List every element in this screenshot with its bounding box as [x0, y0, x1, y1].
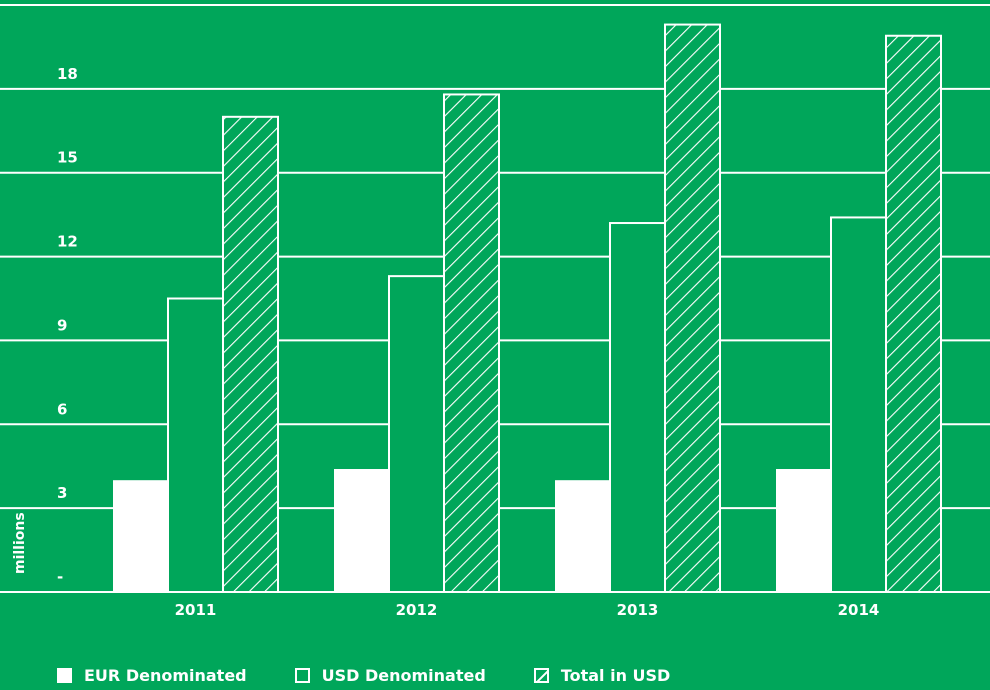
y-tick-label: 6: [57, 400, 67, 418]
usd-bar: [167, 297, 224, 593]
total-bar: [222, 115, 279, 594]
x-tick-label: 2014: [838, 601, 880, 619]
y-tick-label: 18: [57, 65, 78, 83]
legend-swatch-solid: [57, 668, 72, 683]
y-tick-label: 9: [57, 316, 67, 334]
legend: EUR Denominated USD Denominated Total in…: [57, 666, 718, 685]
legend-label-usd: USD Denominated: [321, 666, 486, 685]
x-tick-label: 2013: [617, 601, 659, 619]
legend-item-eur: EUR Denominated: [57, 666, 247, 685]
y-tick-label: 3: [57, 484, 67, 502]
total-bar: [443, 93, 500, 593]
usd-bar: [609, 222, 666, 593]
eur-bar: [555, 480, 610, 592]
legend-item-total: Total in USD: [533, 666, 671, 685]
x-tick-label: 2012: [396, 601, 438, 619]
eur-bar: [334, 469, 389, 592]
eur-bar: [113, 480, 168, 592]
legend-swatch-outline: [294, 668, 310, 683]
legend-swatch-hatched: [533, 668, 549, 683]
usd-bar: [830, 216, 887, 593]
y-tick-label: -: [57, 568, 63, 586]
legend-label-total: Total in USD: [560, 666, 671, 685]
total-bar: [664, 23, 721, 594]
y-axis-label: millions: [12, 512, 28, 574]
legend-item-usd: USD Denominated: [294, 666, 486, 685]
eur-bar: [776, 469, 831, 592]
x-tick-label: 2011: [175, 601, 217, 619]
y-tick-label: 12: [57, 233, 78, 251]
total-bar: [885, 34, 942, 593]
legend-label-eur: EUR Denominated: [84, 666, 247, 685]
usd-bar: [388, 275, 445, 593]
y-tick-label: 15: [57, 149, 78, 167]
